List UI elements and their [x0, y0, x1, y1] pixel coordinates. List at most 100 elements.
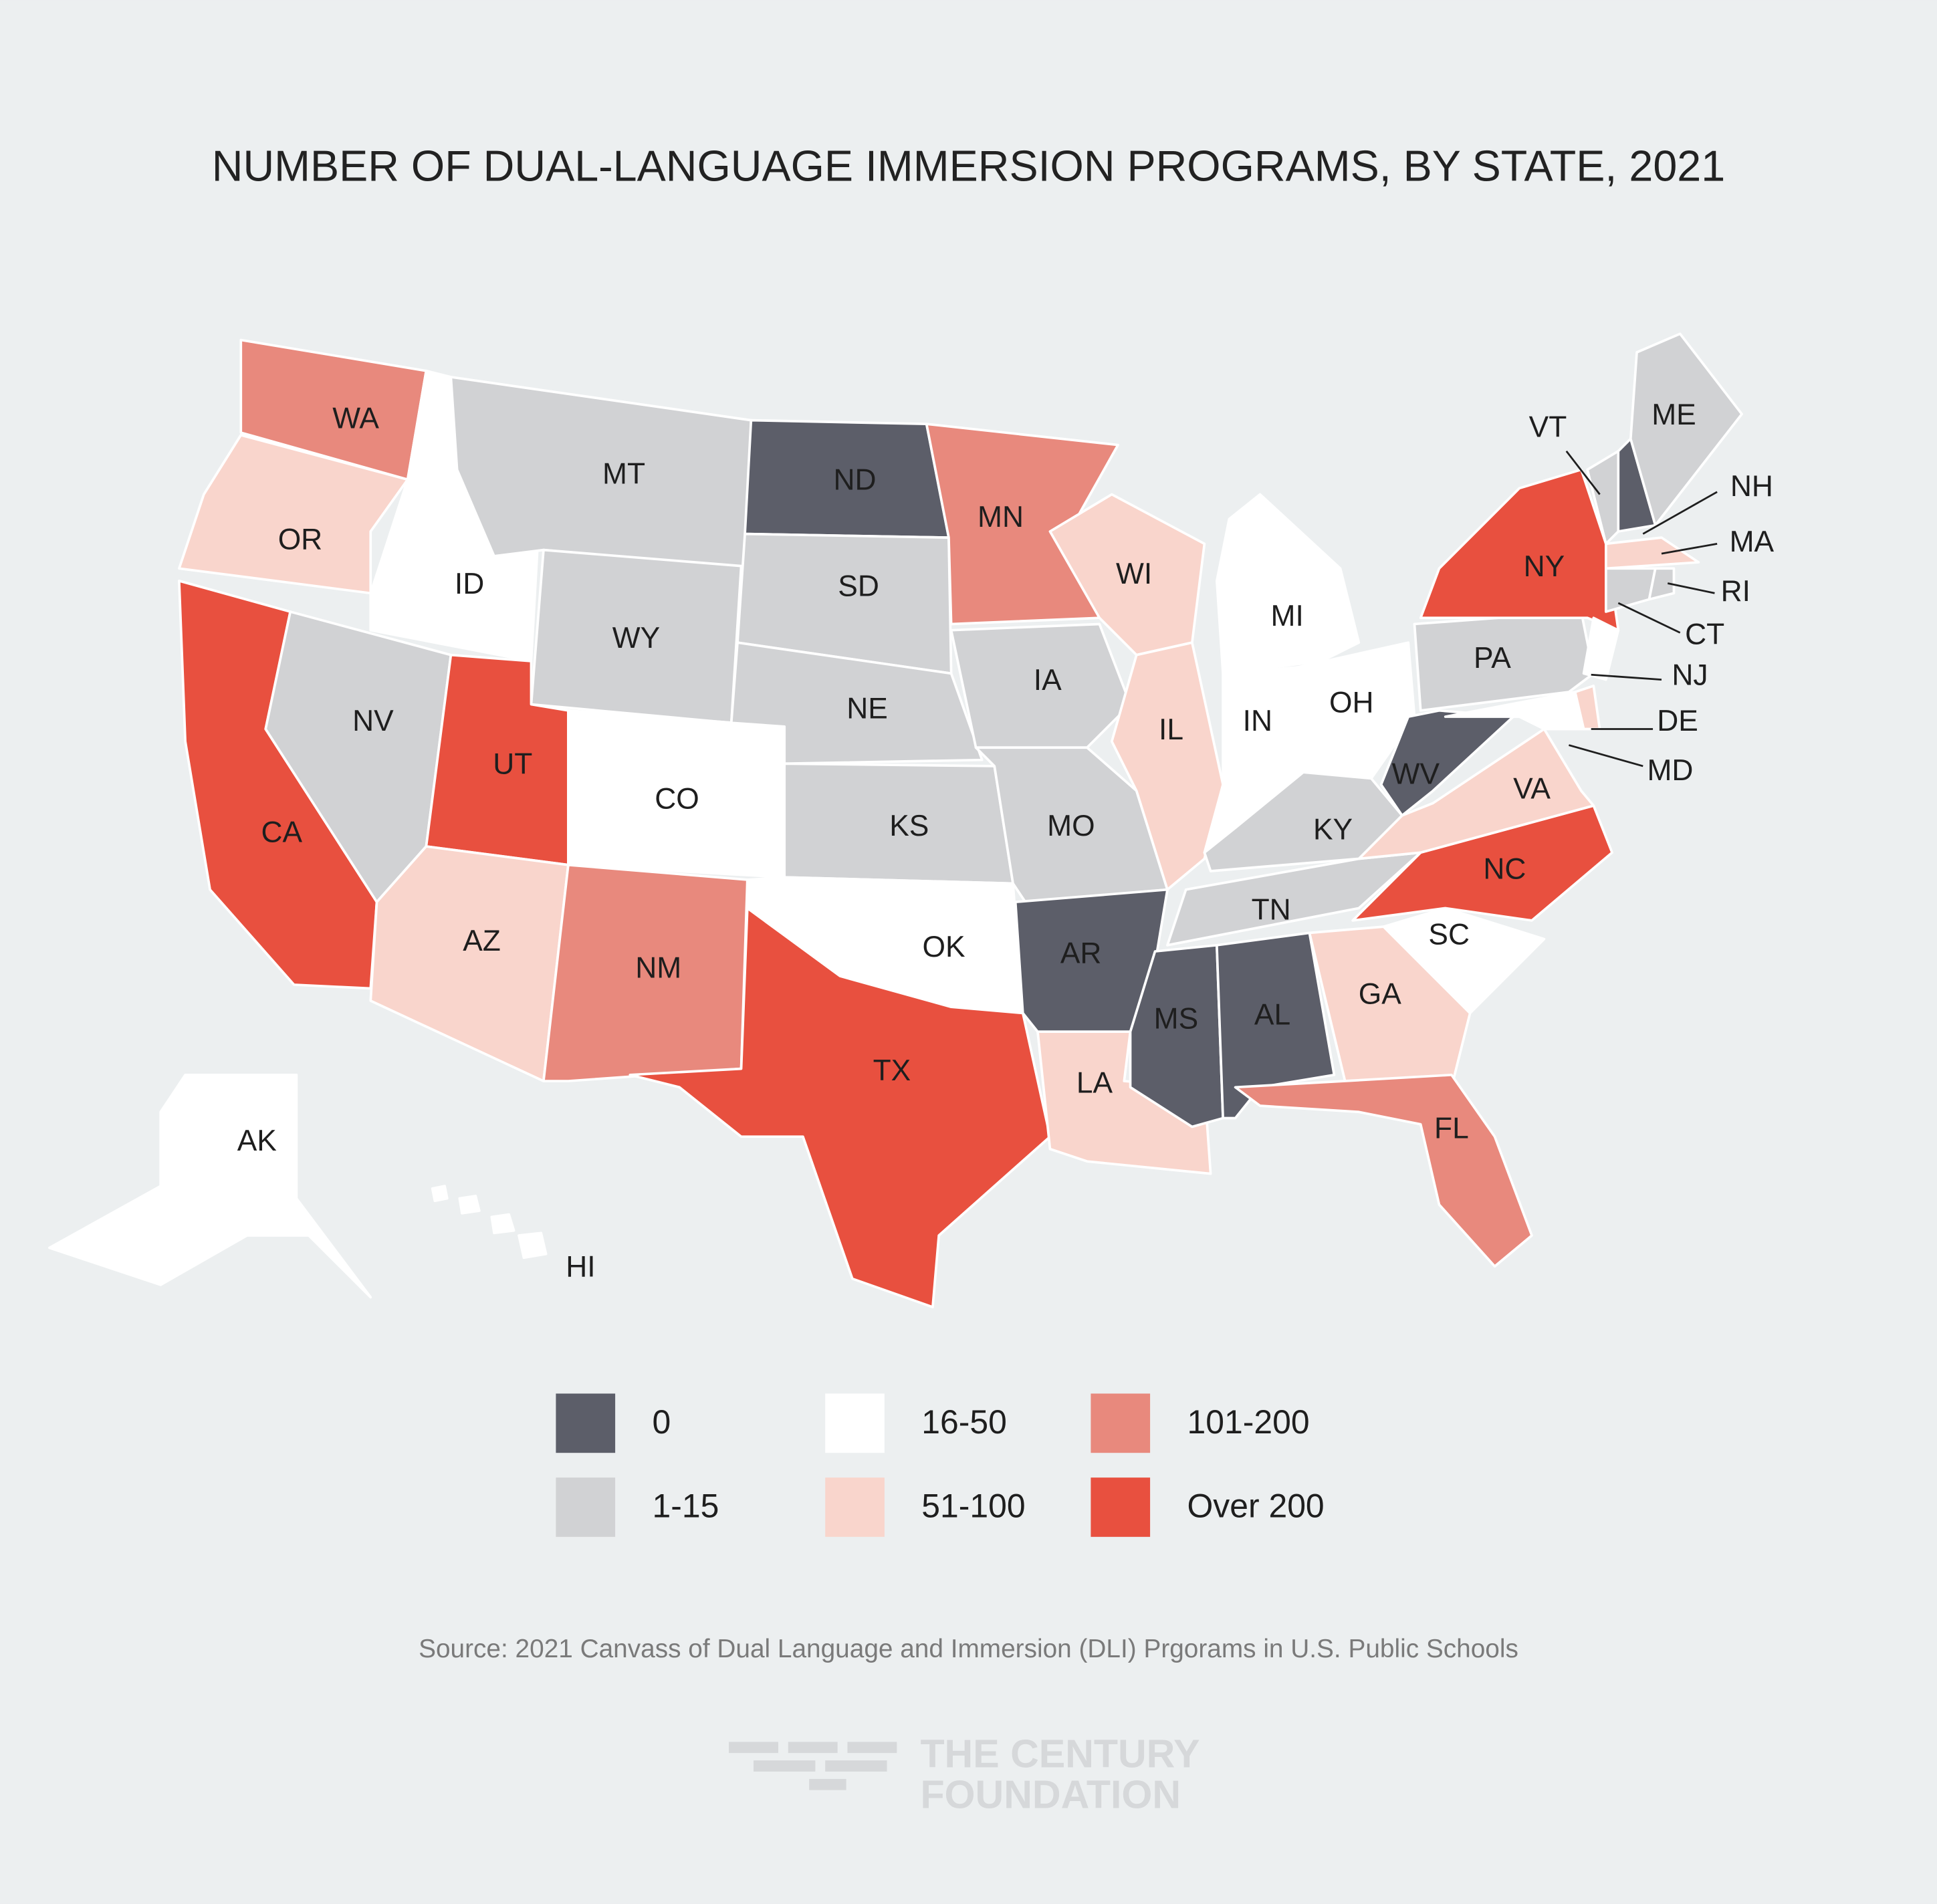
state-label: PA: [1474, 642, 1511, 675]
legend-swatch: [1091, 1393, 1151, 1453]
leader-line: [1642, 491, 1718, 535]
state-shape: [1379, 709, 1515, 817]
legend-label: Over 200: [1187, 1488, 1325, 1525]
state-label: NH: [1730, 470, 1773, 503]
state-label: OR: [278, 523, 322, 556]
legend-label: 16-50: [921, 1403, 1007, 1441]
logo-bar: [729, 1742, 778, 1754]
state-label: IA: [1034, 664, 1062, 697]
state-label: WY: [612, 622, 660, 654]
state-label: ND: [834, 464, 877, 497]
state-label: MI: [1271, 600, 1304, 632]
legend-swatch: [825, 1393, 885, 1453]
state-label: UT: [493, 748, 532, 781]
legend-label: 0: [653, 1403, 671, 1441]
logo-bar: [788, 1742, 838, 1754]
state-label: GA: [1359, 977, 1401, 1010]
state-shape: [1110, 641, 1224, 891]
logo-bar: [809, 1778, 846, 1790]
state-label: OK: [923, 931, 965, 963]
leader-line: [1667, 582, 1715, 594]
legend-swatch: [556, 1477, 616, 1537]
state-label: LA: [1076, 1066, 1113, 1099]
state-label: RI: [1721, 575, 1750, 608]
legend-label: 101-200: [1187, 1403, 1310, 1441]
state-shape: [1382, 907, 1546, 1015]
state-label: NE: [846, 693, 888, 725]
state-shape: [629, 907, 1052, 1309]
state-label: ID: [455, 568, 484, 600]
state-shape: [1166, 851, 1422, 947]
legend-swatch: [556, 1393, 616, 1453]
state-label: SC: [1428, 919, 1470, 951]
state-shape: [1629, 332, 1743, 527]
state-label: MS: [1154, 1002, 1199, 1035]
state-shape: [1234, 1073, 1533, 1268]
state-label: IL: [1159, 713, 1183, 746]
state-label: MO: [1047, 810, 1095, 842]
state-label: NJ: [1672, 659, 1708, 692]
state-label: WA: [332, 402, 379, 435]
source-note: Source: 2021 Canvass of Dual Language an…: [419, 1635, 1518, 1663]
state-label: IN: [1243, 705, 1272, 737]
state-label: MA: [1730, 525, 1775, 558]
state-label: MD: [1647, 754, 1693, 787]
state-label: VT: [1529, 410, 1567, 443]
logo-bar: [825, 1760, 887, 1772]
legend-swatch: [1091, 1477, 1151, 1537]
state-shape: [1296, 641, 1416, 780]
state-label: AR: [1060, 937, 1102, 969]
state-label: FL: [1434, 1112, 1469, 1145]
leader-line: [1661, 543, 1718, 555]
state-label: WV: [1392, 757, 1440, 790]
state-label: KS: [889, 810, 929, 842]
state-label: TX: [873, 1054, 911, 1087]
legend: 0 1-15 16-50 51-100 101-200 Over 200: [556, 1393, 1325, 1537]
state-shape: [490, 1213, 516, 1235]
state-label: MT: [602, 457, 645, 490]
logo-text: THE CENTURY: [920, 1731, 1200, 1776]
logo-text: FOUNDATION: [920, 1772, 1181, 1816]
leader-lines: [1565, 450, 1718, 767]
state-shape: [1308, 925, 1472, 1089]
leader-line: [1565, 450, 1601, 495]
state-shape: [1357, 727, 1595, 860]
state-label: CO: [655, 782, 699, 815]
state-labels: WA OR CA ID NV MT WY UT AZ CO NM ND SD NE KS OK TX MN IA MO…: [237, 398, 1775, 1284]
state-shape: [1647, 567, 1676, 601]
state-label: SD: [838, 570, 879, 603]
legend-label: 1-15: [653, 1488, 719, 1525]
logo-bar: [754, 1760, 816, 1772]
state-label: TN: [1252, 894, 1291, 927]
state-label: ME: [1651, 398, 1696, 431]
legend-swatch: [825, 1477, 885, 1537]
state-label: NC: [1483, 853, 1526, 886]
state-shape: [369, 845, 570, 1082]
state-shape: [1216, 493, 1361, 675]
logo-bar: [847, 1742, 897, 1754]
state-label: DE: [1657, 705, 1698, 737]
state-shape: [458, 1195, 481, 1215]
state-label: HI: [566, 1251, 595, 1284]
state-label: CT: [1685, 618, 1724, 651]
logo: THE CENTURY FOUNDATION: [729, 1731, 1200, 1816]
state-shape: [431, 1185, 449, 1203]
state-label: MN: [978, 501, 1024, 533]
leader-line: [1617, 602, 1681, 634]
legend-label: 51-100: [921, 1488, 1025, 1525]
state-shape: [949, 622, 1132, 749]
state-label: AZ: [463, 925, 501, 957]
state-shape: [1203, 771, 1403, 872]
state-label: AL: [1254, 999, 1290, 1032]
state-label: NM: [635, 952, 681, 985]
state-label: NY: [1524, 550, 1565, 583]
state-shape: [1605, 536, 1700, 570]
state-shape: [1444, 691, 1585, 731]
leader-line: [1569, 744, 1643, 767]
state-shape: [518, 1231, 548, 1260]
state-shape: [48, 1073, 372, 1299]
state-shape: [1582, 616, 1620, 681]
state-label: WI: [1116, 558, 1152, 590]
